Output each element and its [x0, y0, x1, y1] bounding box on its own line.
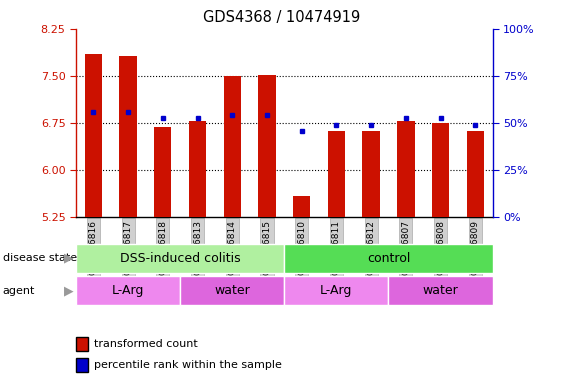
Text: disease state: disease state	[3, 253, 77, 263]
Bar	[119, 56, 137, 217]
Text: ▶: ▶	[64, 285, 73, 297]
Bar	[76, 276, 180, 305]
Bar	[432, 123, 449, 217]
Bar	[293, 196, 310, 217]
Bar	[284, 244, 493, 273]
Text: DSS-induced colitis: DSS-induced colitis	[120, 252, 240, 265]
Bar	[397, 121, 414, 217]
Bar	[284, 276, 388, 305]
Bar	[154, 127, 172, 217]
Text: L-Arg: L-Arg	[112, 285, 144, 297]
Text: water: water	[215, 285, 250, 297]
Bar	[224, 76, 241, 217]
Text: control: control	[367, 252, 410, 265]
Text: transformed count: transformed count	[94, 339, 198, 349]
Bar	[189, 121, 206, 217]
Text: GDS4368 / 10474919: GDS4368 / 10474919	[203, 10, 360, 25]
Bar	[388, 276, 493, 305]
Bar	[76, 244, 284, 273]
Bar	[363, 131, 380, 217]
Bar	[84, 54, 102, 217]
Bar	[467, 131, 484, 217]
Text: ▶: ▶	[64, 252, 73, 265]
Text: water: water	[423, 285, 458, 297]
Text: agent: agent	[3, 286, 35, 296]
Text: percentile rank within the sample: percentile rank within the sample	[94, 360, 282, 370]
Bar	[328, 131, 345, 217]
Text: L-Arg: L-Arg	[320, 285, 352, 297]
Bar	[258, 74, 276, 217]
Bar	[180, 276, 284, 305]
